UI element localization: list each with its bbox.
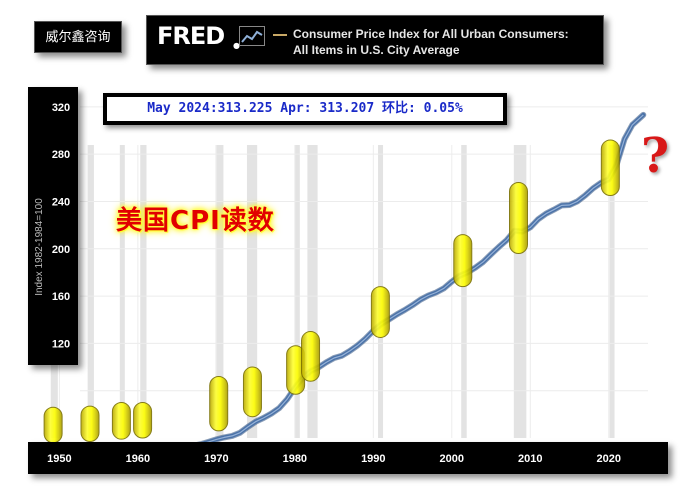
latest-value-box: May 2024:313.225 Apr: 313.207 环比: 0.05% <box>103 93 507 125</box>
title-dash <box>273 34 287 36</box>
highlight-capsule <box>453 234 473 288</box>
x-tick-label: 1990 <box>361 453 385 465</box>
y-axis-label: Index 1982-1984=100 <box>34 198 45 296</box>
highlight-capsule <box>133 402 153 439</box>
recession-band <box>609 145 615 438</box>
recession-band <box>140 145 147 438</box>
x-axis-strip: 1950 1960 1970 1980 1990 2000 2010 2020 <box>28 442 668 474</box>
y-tick-label: 160 <box>52 291 70 303</box>
y-tick-label: 320 <box>52 102 70 114</box>
x-tick-label: 2000 <box>440 453 464 465</box>
recession-band <box>307 145 318 438</box>
recession-band <box>461 145 467 438</box>
chart-title: Consumer Price Index for All Urban Consu… <box>293 26 603 58</box>
highlight-capsule <box>242 366 262 418</box>
y-axis-strip: 80120160200240280320Index 1982-1984=100 <box>28 87 78 398</box>
highlight-capsule <box>209 375 229 432</box>
chart-title-line1: Consumer Price Index for All Urban Consu… <box>293 27 569 41</box>
recession-bands <box>50 145 615 438</box>
overlay-title: 美国CPI读数 <box>116 206 275 236</box>
fred-logo: FRED <box>157 22 225 50</box>
x-axis: 1950 1960 1970 1980 1990 2000 2010 2020 <box>47 453 621 465</box>
recession-band <box>294 145 300 438</box>
highlight-capsule <box>600 139 620 197</box>
x-tick-label: 1970 <box>204 453 228 465</box>
question-mark: ? <box>641 128 670 184</box>
recession-band <box>246 145 258 438</box>
chart-title-line2: All Items in U.S. City Average <box>293 43 460 57</box>
fred-logo-dot: ● <box>233 41 240 50</box>
highlight-capsules <box>43 139 620 444</box>
recession-band <box>119 145 125 438</box>
chart-line-icon <box>239 26 265 46</box>
fred-header: FRED ● Consumer Price Index for All Urba… <box>146 15 604 65</box>
highlight-capsule <box>80 405 100 443</box>
recession-band <box>87 145 94 438</box>
highlight-capsule <box>370 286 390 338</box>
brand-label: 威尔鑫咨询 <box>34 21 122 53</box>
y-axis: 80120160200240280320Index 1982-1984=100 <box>34 102 70 398</box>
recession-band <box>215 145 224 438</box>
y-tick-label: 120 <box>52 338 70 350</box>
highlight-capsule <box>111 402 131 440</box>
y-tick-label: 280 <box>52 149 70 161</box>
x-tick-label: 1960 <box>126 453 150 465</box>
y-tick-label: 240 <box>52 196 70 208</box>
x-tick-label: 2020 <box>597 453 621 465</box>
x-tick-label: 1980 <box>283 453 307 465</box>
y-tick-label: 200 <box>52 244 70 256</box>
x-tick-label: 1950 <box>47 453 71 465</box>
gridlines <box>58 106 648 438</box>
x-tick-label: 2010 <box>518 453 542 465</box>
highlight-capsule <box>43 406 63 444</box>
highlight-capsule <box>301 331 321 382</box>
highlight-capsule <box>509 182 529 254</box>
latest-value-text: May 2024:313.225 Apr: 313.207 环比: 0.05% <box>107 97 503 121</box>
